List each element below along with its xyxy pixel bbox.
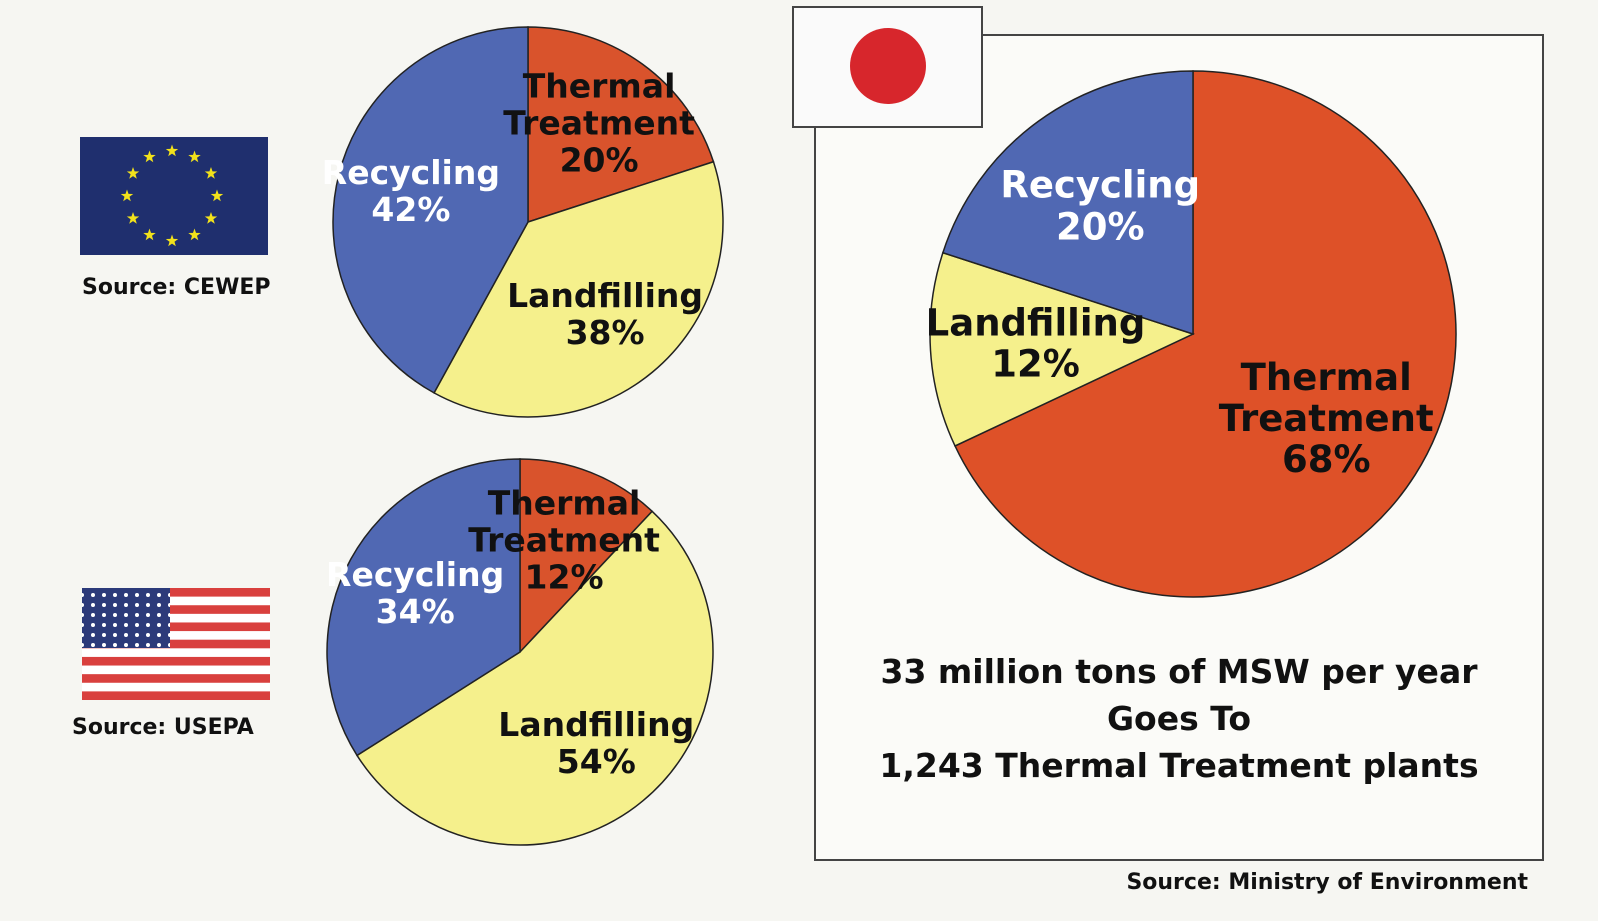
slice-category: Thermal Treatment: [1218, 355, 1434, 440]
slice-value: 38%: [565, 313, 645, 353]
pie-slice: [433, 160, 724, 418]
eu-star: [126, 167, 140, 179]
eu-star: [120, 189, 134, 202]
slice-label: Thermal Treatment 12%: [465, 483, 663, 597]
us-stripes: [82, 588, 270, 700]
annotation: Goes To: [1106, 699, 1252, 738]
slice-value: 12%: [991, 342, 1080, 386]
us-stripe: [82, 691, 270, 700]
eu-star: [188, 228, 201, 241]
slice-value: 20%: [1055, 205, 1145, 249]
us-stripe: [82, 605, 270, 614]
eu-star: [143, 150, 156, 163]
slice-label: Thermal Treatment 20%: [500, 66, 698, 180]
annotation: 33 million tons of MSW per year: [880, 652, 1478, 691]
source-note: Source: CEWEP: [82, 275, 271, 300]
pie-slice: [332, 26, 529, 394]
slice-category: Thermal Treatment: [503, 66, 695, 143]
slice-category: Recycling: [1000, 163, 1201, 207]
eu-star: [210, 189, 224, 202]
eu-star: [165, 144, 179, 157]
slice-label: Thermal Treatment 68%: [1215, 355, 1437, 482]
slice-category: Thermal Treatment: [468, 483, 660, 560]
eu-star: [126, 212, 140, 224]
eu-flag: [80, 137, 268, 255]
eu-star: [165, 234, 179, 247]
pie-slice: [326, 458, 521, 757]
slice-category: Recycling: [321, 152, 500, 192]
pie-slice: [941, 70, 1194, 336]
us-stripe: [82, 639, 270, 649]
slice-value: 34%: [375, 592, 455, 632]
slice-label: Recycling 20%: [989, 163, 1211, 249]
slice-label: Recycling 42%: [312, 152, 510, 229]
us-canton-stars: [82, 588, 170, 648]
us-stripe: [82, 622, 270, 632]
eu-stars: [120, 144, 224, 247]
slice-category: Landfilling: [507, 276, 704, 316]
slice-value: 42%: [371, 189, 451, 229]
slice-category: Landfilling: [498, 705, 695, 745]
pies: [326, 26, 1457, 846]
slice-value: 68%: [1281, 438, 1371, 482]
eu-star: [143, 228, 156, 241]
slice-value: 20%: [559, 140, 639, 180]
slice-label: Landfilling 12%: [925, 302, 1147, 385]
japan-flag-disc: [850, 28, 926, 104]
eu-star: [188, 150, 201, 163]
slice-value: 54%: [556, 742, 636, 782]
eu-star: [204, 167, 218, 179]
pie-slice: [519, 458, 654, 654]
slice-label: Recycling 34%: [316, 555, 514, 632]
slice-label: Landfilling 38%: [506, 276, 704, 353]
source-note: Source: USEPA: [72, 715, 254, 740]
us-stripe: [82, 656, 270, 666]
us-flag: [82, 588, 270, 700]
pie-slice: [929, 251, 1196, 447]
source-note: Source: Ministry of Environment: [1126, 870, 1528, 895]
pie-slice: [954, 70, 1457, 598]
eu-star: [204, 212, 218, 224]
us-stripe: [82, 588, 270, 597]
pie-slice: [356, 510, 714, 846]
slice-value: 12%: [524, 557, 604, 597]
slice-category: Recycling: [326, 555, 505, 595]
slice-category: Landfilling: [925, 301, 1146, 345]
us-stripe: [82, 674, 270, 683]
slice-label: Landfilling 54%: [497, 705, 695, 782]
pie-slice: [527, 26, 715, 224]
annotation: 1,243 Thermal Treatment plants: [879, 746, 1479, 785]
